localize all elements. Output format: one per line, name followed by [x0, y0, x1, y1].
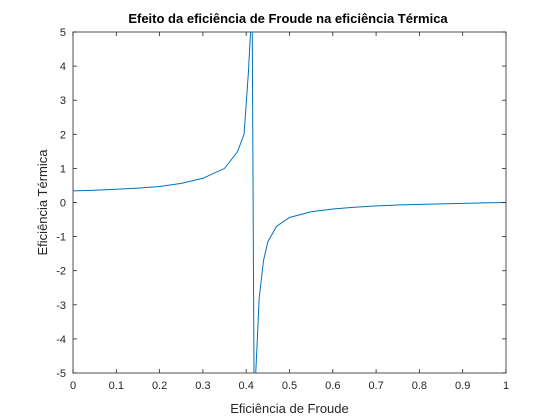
x-tick-label: 0.5 [282, 380, 297, 392]
y-tick-label: 1 [60, 163, 66, 175]
y-tick-label: -1 [56, 232, 66, 244]
x-axis-title: Eficiência de Froude [230, 401, 349, 416]
y-tick-label: -4 [56, 334, 66, 346]
x-tick-label: 0.4 [239, 380, 254, 392]
y-tick-label: 2 [60, 129, 66, 141]
x-tick-label: 0 [70, 380, 76, 392]
plot-frame [73, 32, 506, 373]
x-tick-label: 0.8 [412, 380, 427, 392]
x-tick-label: 1 [503, 380, 509, 392]
x-tick-label: 0.2 [152, 380, 167, 392]
x-tick-label: 0.3 [195, 380, 210, 392]
y-tick-label: -2 [56, 266, 66, 278]
y-tick-label: 5 [60, 27, 66, 39]
y-tick-label: 4 [60, 61, 66, 73]
y-tick-label: -5 [56, 368, 66, 380]
x-tick-label: 0.9 [455, 380, 470, 392]
x-tick-label: 0.1 [109, 380, 124, 392]
y-tick-label: 0 [60, 198, 66, 210]
y-axis-title: Eficiência Térmica [35, 149, 50, 256]
plot-background [73, 32, 506, 373]
y-tick-label: 3 [60, 95, 66, 107]
x-tick-label: 0.7 [368, 380, 383, 392]
chart-title: Efeito da eficiência de Froude na eficiê… [128, 11, 448, 26]
x-tick-label: 0.6 [325, 380, 340, 392]
y-tick-label: -3 [56, 300, 66, 312]
